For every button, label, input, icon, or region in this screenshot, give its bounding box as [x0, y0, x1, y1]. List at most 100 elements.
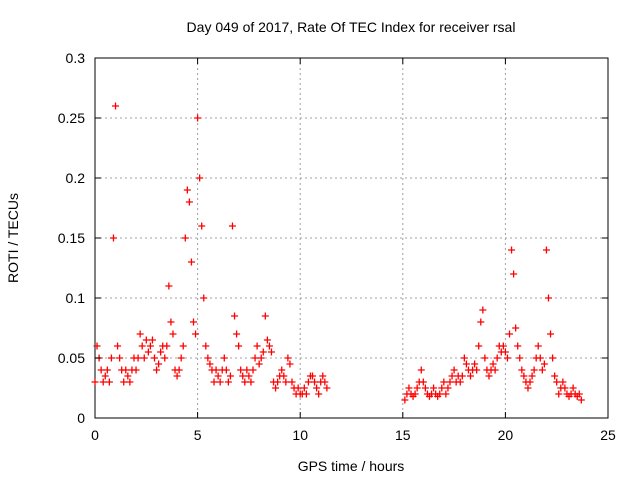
data-point [202, 342, 210, 350]
data-point [411, 390, 419, 398]
data-point [577, 396, 585, 404]
data-point [286, 360, 294, 368]
data-point [167, 318, 175, 326]
data-point [241, 378, 249, 386]
data-point [512, 324, 520, 332]
x-axis-label: GPS time / hours [298, 458, 405, 474]
data-point [146, 342, 154, 350]
data-point [140, 354, 148, 362]
data-point [491, 366, 499, 374]
data-point [493, 354, 501, 362]
data-point [249, 366, 257, 374]
data-point [196, 174, 204, 182]
data-point [405, 384, 413, 392]
data-point [192, 330, 200, 338]
x-tick-label: 25 [600, 427, 616, 443]
y-tick-label: 0.1 [66, 290, 86, 306]
data-point [321, 378, 329, 386]
data-point [245, 372, 253, 380]
data-point [274, 378, 282, 386]
data-point [253, 342, 261, 350]
data-point [475, 342, 483, 350]
data-point [547, 330, 555, 338]
data-point [485, 372, 493, 380]
data-point [261, 312, 269, 320]
data-point [520, 372, 528, 380]
data-point [304, 378, 312, 386]
data-point [179, 342, 187, 350]
data-point [91, 378, 99, 386]
data-point [510, 270, 518, 278]
y-tick-label: 0.05 [58, 350, 85, 366]
data-point [136, 330, 144, 338]
x-tick-label: 0 [91, 427, 99, 443]
data-point [536, 354, 544, 362]
data-point [506, 330, 514, 338]
data-point [444, 384, 452, 392]
data-point [120, 378, 128, 386]
data-point [526, 378, 534, 386]
data-point [319, 372, 327, 380]
data-point [524, 384, 532, 392]
data-point [278, 366, 286, 374]
data-point [239, 372, 247, 380]
data-point [97, 366, 105, 374]
data-point [462, 360, 470, 368]
y-tick-label: 0.25 [58, 110, 85, 126]
data-point [259, 348, 267, 356]
data-point [194, 114, 202, 122]
data-point [530, 366, 538, 374]
data-point [549, 354, 557, 362]
data-point [323, 384, 331, 392]
data-point [540, 360, 548, 368]
x-tick-label: 10 [292, 427, 308, 443]
data-point [210, 378, 218, 386]
data-point [220, 354, 228, 362]
data-point [413, 384, 421, 392]
data-point [93, 342, 101, 350]
data-point [503, 354, 511, 362]
data-point [105, 378, 113, 386]
data-point [155, 360, 163, 368]
data-point [280, 372, 288, 380]
data-point [214, 372, 222, 380]
x-tick-label: 5 [194, 427, 202, 443]
data-point [477, 318, 485, 326]
data-point [231, 312, 239, 320]
data-point [421, 384, 429, 392]
data-point [204, 354, 212, 362]
data-point [257, 354, 265, 362]
data-point [456, 378, 464, 386]
y-tick-label: 0.3 [66, 50, 86, 66]
data-point [311, 378, 319, 386]
data-point [544, 294, 552, 302]
data-point [514, 342, 522, 350]
data-point [142, 336, 150, 344]
data-point [561, 384, 569, 392]
data-point [163, 342, 171, 350]
data-point [116, 354, 124, 362]
y-tick-label: 0.15 [58, 230, 85, 246]
y-tick-label: 0 [77, 410, 85, 426]
data-point [175, 366, 183, 374]
data-point [309, 372, 317, 380]
data-point [101, 372, 109, 380]
data-point [528, 372, 536, 380]
data-point [450, 366, 458, 374]
chart-title: Day 049 of 2017, Rate Of TEC Index for r… [187, 19, 516, 35]
data-point [518, 366, 526, 374]
data-point [300, 384, 308, 392]
data-point [499, 342, 507, 350]
data-point [187, 258, 195, 266]
data-point [448, 372, 456, 380]
data-point [222, 366, 230, 374]
data-point [575, 390, 583, 398]
data-point [255, 360, 263, 368]
data-point [216, 378, 224, 386]
data-point [99, 378, 107, 386]
data-points [91, 102, 585, 404]
data-point [161, 354, 169, 362]
x-tick-label: 20 [498, 427, 514, 443]
data-point [103, 366, 111, 374]
